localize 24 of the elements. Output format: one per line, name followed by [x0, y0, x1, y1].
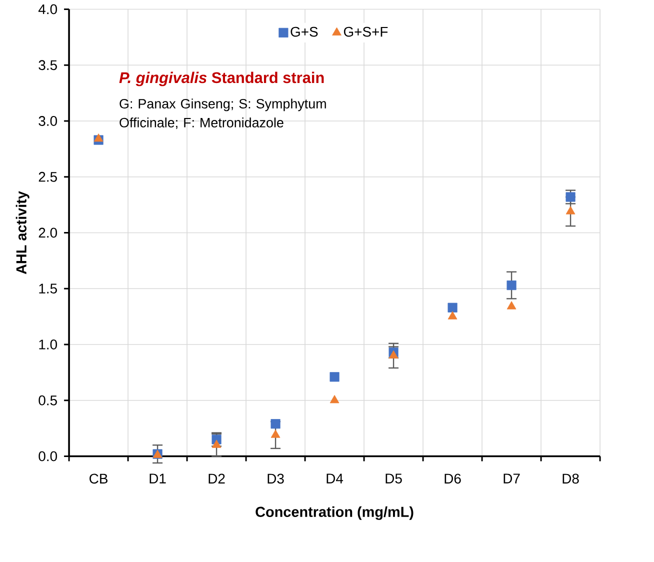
x-tick-label: D3: [268, 474, 284, 484]
annotation: P. gingivalis Standard strain: [119, 72, 324, 86]
y-tick-label: 0.0: [38, 451, 58, 461]
legend-label: G+S: [290, 26, 318, 37]
y-tick-label: 0.5: [38, 395, 57, 406]
y-tick-label: 2.0: [38, 228, 58, 238]
annotation: G: Panax Ginseng; S: Symphytum Officinale; F: Metronidazole: [120, 98, 326, 129]
y-tick-label: 4.0: [38, 4, 58, 14]
x-tick-label: D1: [150, 474, 166, 484]
y-tick-label: 1.0: [39, 339, 58, 350]
y-tick-label: 3.0: [38, 116, 58, 126]
x-tick-label: D5: [386, 474, 402, 484]
y-tick-label: 1.5: [39, 284, 57, 294]
y-tick-label: 3.5: [38, 60, 57, 70]
x-tick-label: CB: [90, 474, 108, 484]
x-tick-label: D2: [208, 474, 225, 484]
x-tick-label: D4: [326, 474, 344, 484]
x-tick-label: D7: [504, 474, 520, 484]
legend-label: G+S+F: [344, 26, 388, 37]
x-tick-label: D6: [444, 474, 461, 484]
y-axis-title: AHL activity: [16, 190, 30, 274]
y-tick-label: 2.5: [38, 172, 57, 182]
x-axis-title: Concentration (mg/mL): [256, 506, 414, 520]
x-tick-label: D8: [562, 474, 579, 484]
